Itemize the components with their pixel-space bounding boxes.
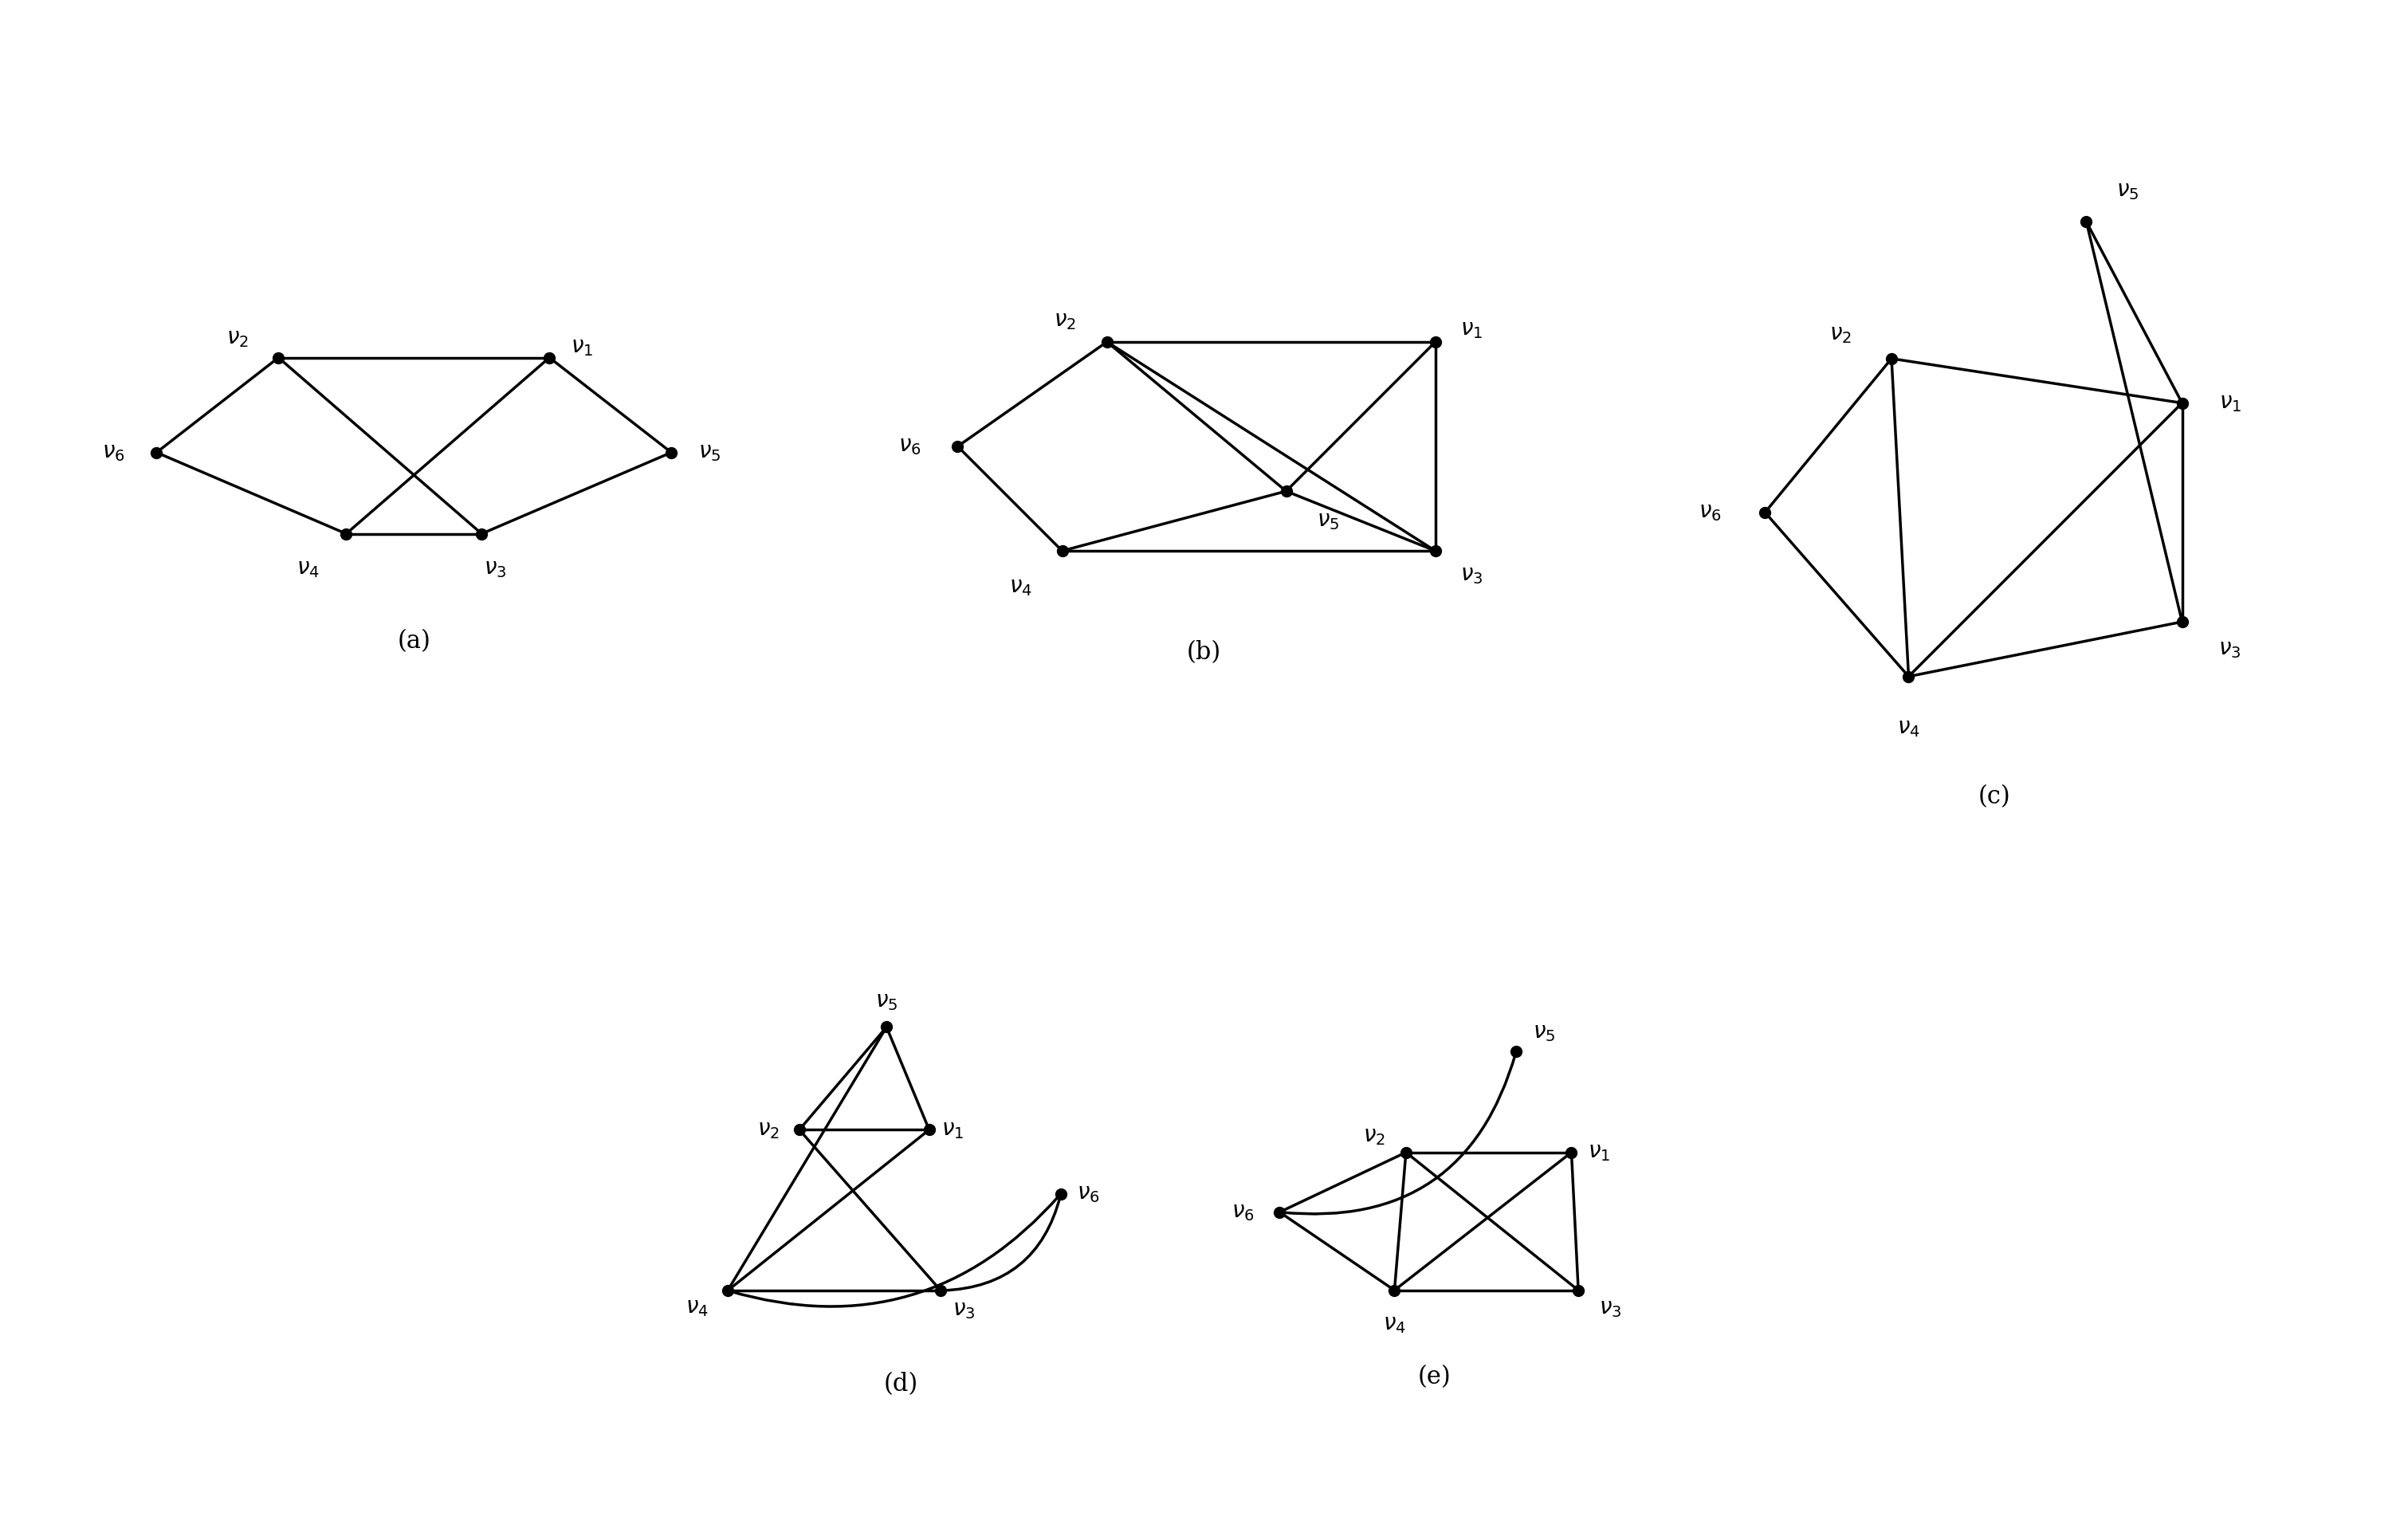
Text: $\mathit{\nu}_{4}$: $\mathit{\nu}_{4}$ <box>1382 1314 1406 1335</box>
Text: $\mathit{\nu}_{3}$: $\mathit{\nu}_{3}$ <box>1599 1298 1623 1320</box>
Text: $\mathit{\nu}_{1}$: $\mathit{\nu}_{1}$ <box>2218 393 2242 414</box>
Text: $\mathit{\nu}_{6}$: $\mathit{\nu}_{6}$ <box>101 442 125 464</box>
Text: $\mathit{\nu}_{2}$: $\mathit{\nu}_{2}$ <box>1055 310 1076 331</box>
Text: $\mathit{\nu}_{2}$: $\mathit{\nu}_{2}$ <box>1830 323 1852 345</box>
FancyArrowPatch shape <box>944 1197 1060 1291</box>
Text: $\mathit{\nu}_{4}$: $\mathit{\nu}_{4}$ <box>1009 576 1033 598</box>
Text: (e): (e) <box>1418 1364 1452 1389</box>
Text: $\mathit{\nu}_{5}$: $\mathit{\nu}_{5}$ <box>1317 510 1339 531</box>
Text: $\mathit{\nu}_{2}$: $\mathit{\nu}_{2}$ <box>756 1120 780 1141</box>
Text: $\mathit{\nu}_{3}$: $\mathit{\nu}_{3}$ <box>484 557 506 579</box>
Text: $\mathit{\nu}_{3}$: $\mathit{\nu}_{3}$ <box>954 1300 975 1321</box>
Text: $\mathit{\nu}_{1}$: $\mathit{\nu}_{1}$ <box>1459 319 1483 340</box>
Text: $\mathit{\nu}_{1}$: $\mathit{\nu}_{1}$ <box>571 336 592 357</box>
Text: $\mathit{\nu}_{6}$: $\mathit{\nu}_{6}$ <box>898 436 922 457</box>
Text: $\mathit{\nu}_{4}$: $\mathit{\nu}_{4}$ <box>296 557 320 579</box>
Text: $\mathit{\nu}_{5}$: $\mathit{\nu}_{5}$ <box>2117 180 2138 202</box>
Text: (b): (b) <box>1187 641 1221 665</box>
Text: (c): (c) <box>1977 784 2011 808</box>
Text: $\mathit{\nu}_{1}$: $\mathit{\nu}_{1}$ <box>1587 1141 1611 1163</box>
FancyArrowPatch shape <box>1281 1053 1515 1214</box>
Text: $\mathit{\nu}_{6}$: $\mathit{\nu}_{6}$ <box>1076 1183 1100 1204</box>
Text: $\mathit{\nu}_{5}$: $\mathit{\nu}_{5}$ <box>698 442 720 464</box>
Text: $\mathit{\nu}_{3}$: $\mathit{\nu}_{3}$ <box>1459 564 1483 585</box>
Text: $\mathit{\nu}_{2}$: $\mathit{\nu}_{2}$ <box>226 328 248 350</box>
Text: $\mathit{\nu}_{4}$: $\mathit{\nu}_{4}$ <box>686 1297 708 1318</box>
Text: (d): (d) <box>884 1372 917 1397</box>
FancyArrowPatch shape <box>730 1195 1060 1306</box>
Text: (a): (a) <box>397 630 431 654</box>
Text: $\mathit{\nu}_{1}$: $\mathit{\nu}_{1}$ <box>942 1120 963 1141</box>
Text: $\mathit{\nu}_{3}$: $\mathit{\nu}_{3}$ <box>2218 639 2242 661</box>
Text: $\mathit{\nu}_{5}$: $\mathit{\nu}_{5}$ <box>874 992 898 1013</box>
Text: $\mathit{\nu}_{2}$: $\mathit{\nu}_{2}$ <box>1363 1126 1385 1147</box>
Text: $\mathit{\nu}_{6}$: $\mathit{\nu}_{6}$ <box>1230 1201 1255 1223</box>
Text: $\mathit{\nu}_{6}$: $\mathit{\nu}_{6}$ <box>1700 502 1722 524</box>
Text: $\mathit{\nu}_{4}$: $\mathit{\nu}_{4}$ <box>1898 718 1919 739</box>
Text: $\mathit{\nu}_{5}$: $\mathit{\nu}_{5}$ <box>1531 1023 1556 1044</box>
